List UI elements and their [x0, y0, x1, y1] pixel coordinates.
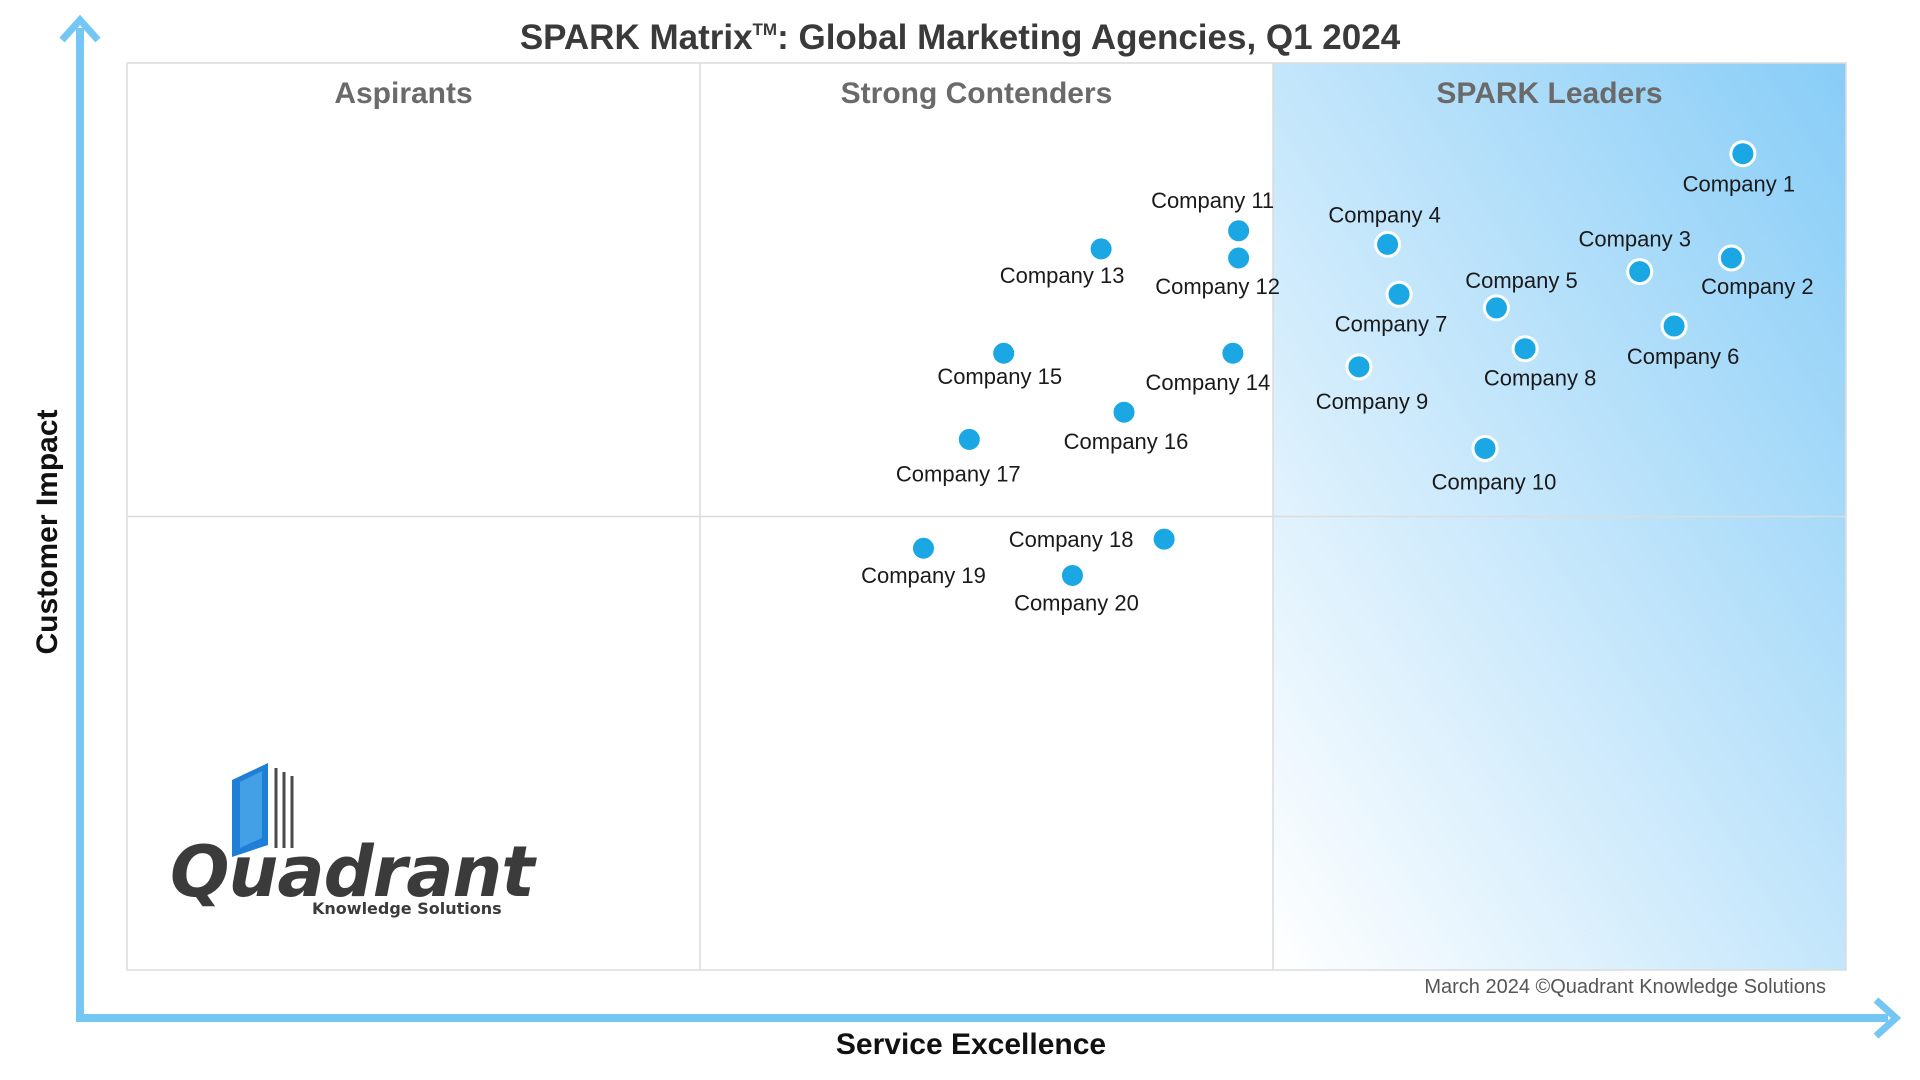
title-main: SPARK Matrix: [520, 18, 753, 57]
data-point: [955, 425, 983, 453]
data-point-label: Company 9: [1316, 389, 1429, 414]
quadrant-label-strong-contenders: Strong Contenders: [841, 77, 1113, 110]
chart-title: SPARK MatrixTM: Global Marketing Agencie…: [520, 18, 1401, 57]
axes: [59, 14, 1902, 1039]
copyright-text: March 2024 ©Quadrant Knowledge Solutions: [1424, 976, 1826, 998]
data-point-label: Company 18: [1009, 527, 1134, 552]
data-point: [1058, 561, 1086, 589]
logo-tagline: Knowledge Solutions: [312, 899, 502, 918]
quadrant-label-aspirants: Aspirants: [334, 77, 472, 110]
data-point: [1150, 525, 1178, 553]
data-point: [1087, 235, 1115, 263]
data-point: [1482, 294, 1510, 322]
y-axis-label: Customer Impact: [31, 409, 64, 654]
data-point-label: Company 11: [1151, 188, 1274, 213]
data-point-label: Company 16: [1064, 429, 1189, 454]
data-point: [1219, 339, 1247, 367]
data-point: [1511, 335, 1539, 363]
data-point: [1225, 244, 1253, 272]
data-point: [1626, 258, 1654, 286]
quadrant-logo: Quadrant Knowledge Solutions: [170, 763, 538, 918]
data-point: [1385, 280, 1413, 308]
data-point-label: Company 20: [1014, 590, 1139, 615]
data-point-label: Company 12: [1155, 274, 1280, 299]
x-axis-arrow-icon: [1873, 997, 1902, 1039]
data-point-label: Company 7: [1335, 311, 1448, 336]
data-point: [1225, 217, 1253, 245]
data-point-label: Company 6: [1627, 344, 1740, 369]
data-point: [1717, 244, 1745, 272]
data-point-label: Company 4: [1328, 202, 1441, 227]
y-axis-arrow-icon: [59, 14, 101, 43]
data-points: Company 1 Company 2 Company 3 Company 4 Comp…: [861, 140, 1814, 615]
quadrant-label-spark-leaders: SPARK Leaders: [1436, 77, 1662, 110]
data-point: [1374, 230, 1402, 258]
data-point-label: Company 3: [1578, 227, 1691, 252]
data-point-label: Company 8: [1484, 366, 1597, 391]
data-point: [1729, 140, 1757, 168]
data-point-label: Company 13: [1000, 263, 1125, 288]
data-point: [990, 339, 1018, 367]
x-axis-label: Service Excellence: [836, 1028, 1106, 1061]
data-point-label: Company 14: [1146, 370, 1271, 395]
data-point: [1660, 312, 1688, 340]
book-icon: [232, 763, 294, 857]
title-rest: : Global Marketing Agencies, Q1 2024: [777, 18, 1401, 57]
data-point-label: Company 17: [896, 461, 1021, 486]
data-point: [1110, 398, 1138, 426]
data-point: [1345, 353, 1373, 381]
logo-wordmark: Quadrant: [170, 831, 537, 913]
data-point: [1471, 434, 1499, 462]
data-point: [909, 534, 937, 562]
title-trademark: TM: [753, 20, 778, 39]
quadrant-grid: [126, 62, 1847, 971]
data-point-label: Company 1: [1683, 172, 1796, 197]
data-point-label: Company 15: [937, 364, 1062, 389]
data-point-label: Company 5: [1465, 268, 1578, 293]
data-point-label: Company 10: [1432, 469, 1557, 494]
data-point-label: Company 19: [861, 563, 986, 588]
data-point-label: Company 2: [1701, 274, 1814, 299]
